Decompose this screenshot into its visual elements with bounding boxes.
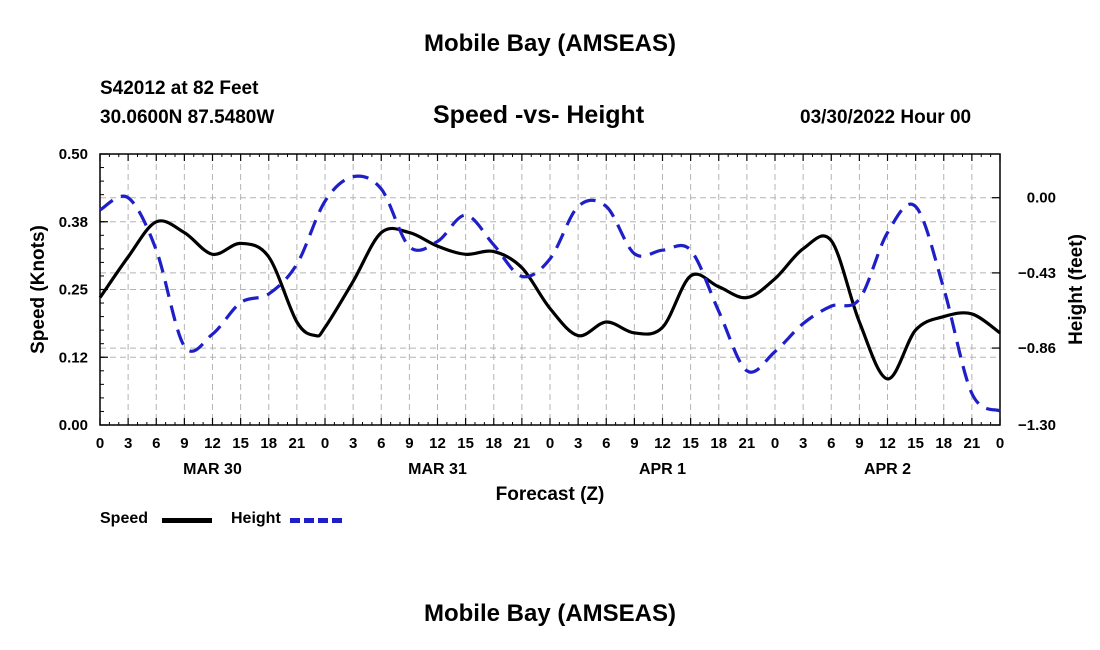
chart-subtitle: Speed -vs- Height: [433, 101, 645, 129]
coordinates-label: 30.0600N 87.5480W: [100, 107, 275, 128]
x-tick-label: 3: [574, 435, 582, 452]
x-tick-label: 15: [232, 435, 249, 452]
x-tick-label: 15: [907, 435, 924, 452]
x-tick-label: 3: [349, 435, 357, 452]
x-tick-label: 9: [855, 435, 863, 452]
x-tick-label: 18: [710, 435, 727, 452]
x-tick-label: 3: [124, 435, 132, 452]
y-tick-label: 0.12: [59, 349, 88, 366]
legend-speed-swatch: [162, 518, 212, 523]
x-tick-label: 12: [654, 435, 671, 452]
x-tick-label: 18: [260, 435, 277, 452]
x-tick-label: 6: [377, 435, 385, 452]
x-tick-label: 0: [771, 435, 779, 452]
x-tick-label: 21: [739, 435, 756, 452]
y-tick-label: 0.25: [59, 282, 88, 299]
y2-tick-label: −0.43: [1018, 265, 1056, 282]
x-tick-label: 15: [457, 435, 474, 452]
x-tick-label: 0: [546, 435, 554, 452]
y2-tick-label: −0.86: [1018, 340, 1056, 357]
legend-height-swatch: [290, 518, 342, 523]
x-tick-label: 9: [630, 435, 638, 452]
speed-series-line: [98, 219, 1001, 381]
x-day-label: APR 2: [864, 461, 911, 478]
x-tick-label: 9: [180, 435, 188, 452]
x-tick-label: 12: [429, 435, 446, 452]
x-tick-label: 6: [827, 435, 835, 452]
page-title-repeat: Mobile Bay (AMSEAS): [423, 600, 677, 627]
station-label: S42012 at 82 Feet: [100, 78, 259, 99]
y-tick-label: 0.38: [59, 214, 88, 231]
x-tick-label: 3: [799, 435, 807, 452]
x-tick-label: 21: [964, 435, 981, 452]
y2-tick-label: −1.30: [1018, 417, 1056, 434]
y-tick-label: 0.00: [59, 417, 88, 434]
x-tick-label: 18: [485, 435, 502, 452]
y-tick-label: 0.50: [59, 146, 88, 163]
x-day-label: APR 1: [639, 461, 686, 478]
x-tick-label: 0: [96, 435, 104, 452]
height-series-line: [99, 174, 1001, 413]
x-tick-label: 12: [204, 435, 221, 452]
x-tick-label: 6: [152, 435, 160, 452]
x-tick-label: 21: [289, 435, 306, 452]
x-axis-label: Forecast (Z): [496, 484, 605, 505]
page-title: Mobile Bay (AMSEAS): [423, 30, 677, 57]
x-day-label: MAR 31: [408, 461, 467, 478]
forecast-datetime: 03/30/2022 Hour 00: [800, 107, 972, 128]
x-tick-label: 12: [879, 435, 896, 452]
legend-speed-label: Speed: [100, 510, 149, 527]
x-tick-label: 15: [682, 435, 699, 452]
x-tick-label: 21: [514, 435, 531, 452]
x-tick-label: 18: [935, 435, 952, 452]
x-tick-label: 0: [321, 435, 329, 452]
y-axis-label: Speed (Knots): [28, 225, 49, 354]
x-tick-label: 9: [405, 435, 413, 452]
x-tick-label: 0: [996, 435, 1004, 452]
legend-height-label: Height: [231, 510, 281, 527]
x-tick-label: 6: [602, 435, 610, 452]
y2-axis-label: Height (feet): [1066, 234, 1087, 345]
x-day-label: MAR 30: [183, 461, 242, 478]
y2-tick-label: 0.00: [1027, 190, 1056, 207]
